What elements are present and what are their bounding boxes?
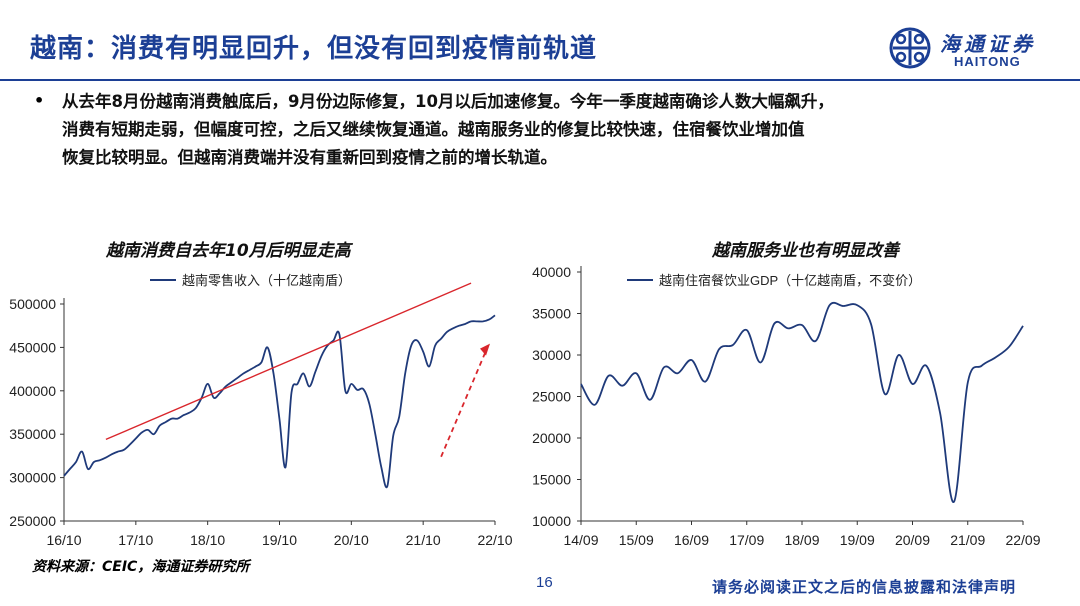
hospitality-gdp-chart: 10000 15000 20000 25000 30000 35000 40000 14/09… bbox=[532, 264, 1041, 548]
legend-label: 越南住宿餐饮业GDP（十亿越南盾，不变价） bbox=[659, 273, 921, 288]
x-tick-label: 14/09 bbox=[563, 532, 598, 548]
y-tick-label: 250000 bbox=[9, 513, 56, 529]
arrow-head-icon bbox=[480, 343, 491, 356]
series-line bbox=[580, 301, 1024, 503]
y-tick-label: 500000 bbox=[9, 296, 56, 312]
bullet-marker: • bbox=[34, 91, 45, 110]
y-tick-label: 30000 bbox=[532, 347, 571, 363]
x-tick-label: 21/09 bbox=[950, 532, 985, 548]
y-tick-label: 400000 bbox=[9, 383, 56, 399]
page-number: 16 bbox=[536, 574, 553, 591]
x-tick-label: 18/09 bbox=[784, 532, 819, 548]
y-tick-label: 25000 bbox=[532, 389, 571, 405]
series-line bbox=[63, 314, 496, 489]
bullet-line: 从去年8月份越南消费触底后，9月份边际修复，10月以后加速修复。今年一季度越南确… bbox=[62, 92, 834, 111]
slide-title: 越南：消费有明显回升，但没有回到疫情前轨道 bbox=[30, 34, 598, 64]
disclaimer-link[interactable]: 请务必阅读正文之后的信息披露和法律声明 bbox=[712, 578, 1017, 596]
x-tick-label: 18/10 bbox=[190, 532, 225, 548]
y-tick-label: 15000 bbox=[532, 472, 571, 488]
y-tick-label: 350000 bbox=[9, 426, 56, 442]
dashed-arrow bbox=[440, 350, 487, 458]
left-chart-title: 越南消费自去年10月后明显走高 bbox=[106, 241, 351, 261]
haitong-logo-icon bbox=[889, 27, 931, 69]
y-tick-label: 40000 bbox=[532, 264, 571, 280]
x-tick-label: 19/10 bbox=[262, 532, 297, 548]
bullet-line: 消费有短期走弱，但幅度可控，之后又继续恢复通道。越南服务业的修复比较快速，住宿餐… bbox=[62, 120, 805, 139]
x-tick-label: 22/09 bbox=[1005, 532, 1040, 548]
logo-chinese-name: 海通证券 bbox=[940, 32, 1036, 56]
legend-label: 越南零售收入（十亿越南盾） bbox=[182, 273, 351, 288]
x-tick-label: 16/10 bbox=[46, 532, 81, 548]
x-tick-label: 20/10 bbox=[334, 532, 369, 548]
y-tick-label: 450000 bbox=[9, 339, 56, 355]
y-tick-label: 300000 bbox=[9, 470, 56, 486]
x-tick-label: 20/09 bbox=[895, 532, 930, 548]
x-tick-label: 19/09 bbox=[840, 532, 875, 548]
bullet-line: 恢复比较明显。但越南消费端并没有重新回到疫情之前的增长轨道。 bbox=[62, 148, 557, 167]
y-tick-label: 35000 bbox=[532, 306, 571, 322]
trend-line bbox=[105, 282, 472, 441]
x-tick-label: 15/09 bbox=[619, 532, 654, 548]
source-note: 资料来源：CEIC，海通证券研究所 bbox=[32, 559, 250, 575]
x-tick-label: 17/10 bbox=[118, 532, 153, 548]
x-tick-label: 22/10 bbox=[477, 532, 512, 548]
x-tick-label: 21/10 bbox=[406, 532, 441, 548]
right-chart-title: 越南服务业也有明显改善 bbox=[712, 241, 899, 261]
bullet-paragraph: 从去年8月份越南消费触底后，9月份边际修复，10月以后加速修复。今年一季度越南确… bbox=[62, 88, 1052, 172]
retail-sales-chart: 250000 300000 350000 400000 450000 500000 16/1… bbox=[9, 273, 512, 548]
y-tick-label: 20000 bbox=[532, 430, 571, 446]
logo-english-name: HAITONG bbox=[954, 54, 1021, 69]
y-tick-label: 10000 bbox=[532, 513, 571, 529]
x-tick-label: 17/09 bbox=[729, 532, 764, 548]
haitong-logo: 海通证券 HAITONG bbox=[888, 26, 1058, 74]
title-divider bbox=[0, 79, 1080, 81]
x-tick-label: 16/09 bbox=[674, 532, 709, 548]
